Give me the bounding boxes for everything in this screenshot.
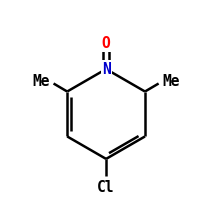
Text: Me: Me	[32, 74, 49, 89]
Text: O: O	[101, 36, 110, 51]
Text: Cl: Cl	[97, 180, 114, 195]
Text: N: N	[101, 62, 110, 76]
Text: Me: Me	[162, 74, 179, 89]
